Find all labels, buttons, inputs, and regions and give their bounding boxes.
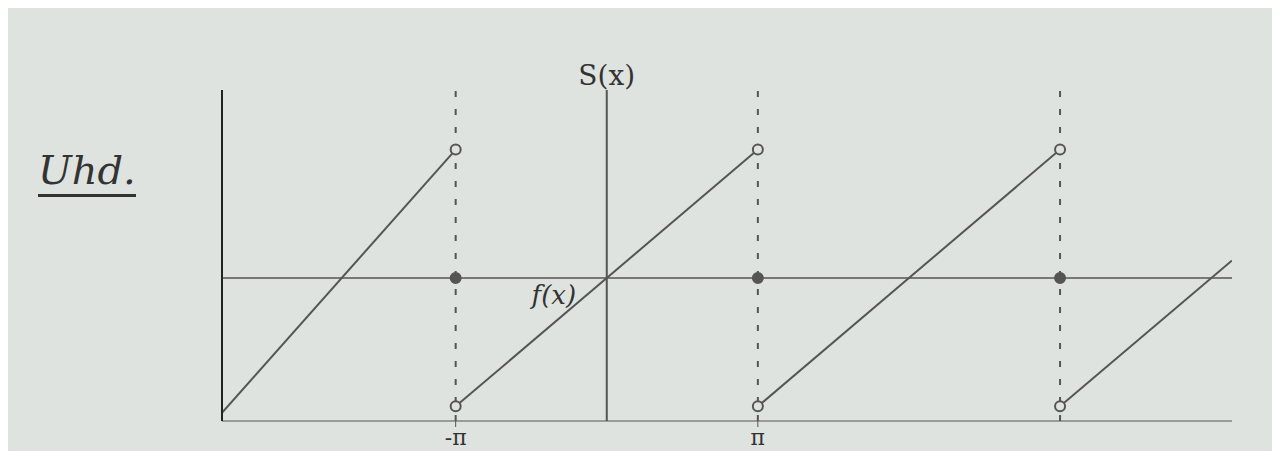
html-text:Uhd.: Uhd. [38,147,136,193]
svg-text:f(x): f(x) [530,280,577,310]
svg-text:π: π [751,425,765,450]
svg-text:-π: -π [445,425,467,450]
svg-text:S(x): S(x) [578,59,635,92]
